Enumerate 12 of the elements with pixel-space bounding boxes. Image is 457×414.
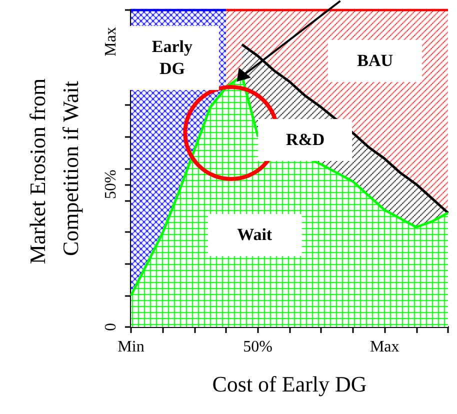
label-box: R&D (258, 118, 352, 161)
x-tick-label: 50% (243, 338, 272, 356)
y-tick-label: 50% (102, 170, 120, 199)
y-axis-title: Market Erosion from Competition if Wait (25, 72, 83, 264)
label-box: Wait (208, 214, 302, 256)
x-tick-label: Max (370, 338, 400, 356)
x-tick-label: Min (118, 338, 144, 356)
label-box: BAU (328, 40, 422, 82)
label-box: Early DG (125, 26, 220, 90)
y-tick-label: Max (102, 27, 120, 56)
y-tick-label: 0 (102, 323, 120, 331)
x-axis-title: Cost of Early DG (212, 372, 367, 396)
